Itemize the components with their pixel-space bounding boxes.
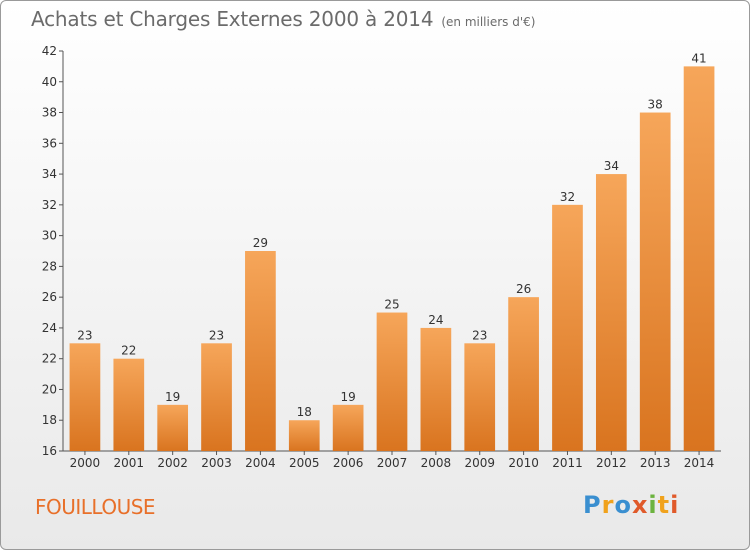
y-tick-label: 40 [42,75,57,89]
x-tick-label: 2002 [157,456,188,470]
bar-value-label: 32 [560,190,575,204]
x-tick-label: 2000 [70,456,101,470]
logo-letter: o [614,491,632,519]
y-tick-label: 34 [42,167,57,181]
chart-title: Achats et Charges Externes 2000 à 2014 [31,7,434,31]
y-tick-label: 30 [42,229,57,243]
bar-2005 [288,420,320,451]
x-tick-label: 2005 [289,456,320,470]
bar-value-label: 23 [209,328,224,342]
bar-value-label: 24 [428,313,443,327]
x-tick-label: 2003 [201,456,232,470]
bar-value-label: 23 [77,328,92,342]
proxiti-logo: Proxiti [583,491,679,519]
y-tick-label: 36 [42,136,57,150]
bar-2000 [69,343,101,451]
bar-value-label: 25 [384,298,399,312]
bar-2001 [113,358,145,451]
bar-2010 [508,297,539,451]
y-tick-label: 16 [42,444,57,458]
bar-2014 [683,66,715,451]
y-tick-label: 22 [42,352,57,366]
bar-value-label: 19 [165,390,180,404]
x-tick-label: 2001 [114,456,145,470]
x-tick-label: 2012 [596,456,627,470]
bar-value-label: 26 [516,282,531,296]
bar-2013 [639,112,671,452]
x-tick-label: 2010 [508,456,539,470]
x-tick-label: 2009 [464,456,495,470]
chart-title-group: Achats et Charges Externes 2000 à 2014 (e… [31,7,535,31]
logo-letter: i [670,491,680,519]
bar-2006 [332,404,364,451]
x-tick-label: 2014 [684,456,715,470]
y-tick-label: 18 [42,413,57,427]
bar-2003 [201,343,232,451]
bar-2007 [376,312,408,451]
x-tick-label: 2004 [245,456,276,470]
logo-letter: x [631,491,649,519]
bar-value-label: 29 [253,236,268,250]
commune-name: FOUILLOUSE [35,495,156,519]
logo-letter: t [657,491,671,519]
bar-2009 [464,343,496,451]
logo-letter: P [583,491,602,519]
x-tick-label: 2011 [552,456,583,470]
bar-value-label: 19 [340,390,355,404]
y-tick-label: 28 [42,259,57,273]
y-tick-label: 38 [42,106,57,120]
bar-2004 [245,251,276,451]
bar-value-label: 38 [648,98,663,112]
y-tick-label: 20 [42,382,57,396]
y-tick-label: 32 [42,198,57,212]
bar-value-label: 34 [604,159,619,173]
bar-2012 [595,174,627,452]
bar-value-label: 41 [691,51,706,65]
logo-letter: i [648,491,658,519]
chart-unit: (en milliers d'€) [441,15,536,29]
bar-value-label: 23 [472,328,487,342]
y-tick-label: 42 [42,44,57,58]
bar-2002 [157,404,189,451]
logo-letter: r [601,491,615,519]
y-tick-label: 24 [42,321,57,335]
x-tick-label: 2008 [421,456,452,470]
bar-2008 [420,327,452,451]
x-tick-label: 2007 [377,456,408,470]
bar-value-label: 22 [121,344,136,358]
x-tick-label: 2013 [640,456,671,470]
y-tick-label: 26 [42,290,57,304]
bar-value-label: 18 [297,405,312,419]
bar-2011 [552,204,583,451]
x-tick-label: 2006 [333,456,364,470]
